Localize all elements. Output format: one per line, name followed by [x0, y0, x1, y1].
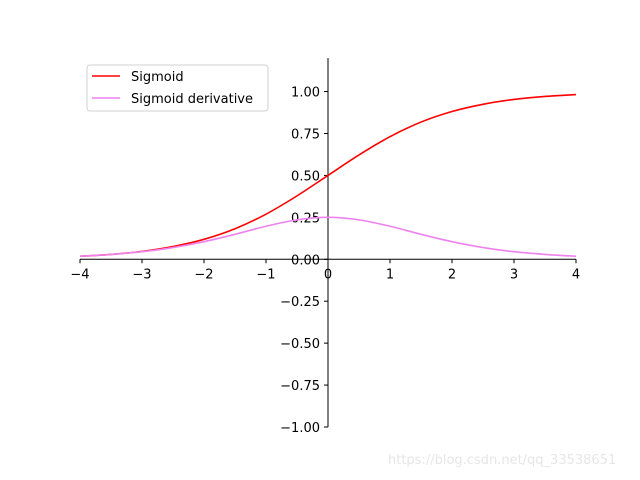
axes: −4 −3 −2 −1 0 1 2 3 41.000.750.500.250.00−0.25−0… — [70, 58, 580, 436]
series-layer — [79, 93, 577, 258]
x-tick-label: 0 — [324, 267, 332, 282]
x-tick-label: −3 — [132, 267, 151, 282]
x-tick-label: 3 — [510, 267, 518, 282]
y-tick-label: −0.75 — [280, 379, 320, 394]
x-tick-label: 2 — [448, 267, 456, 282]
y-tick-label: 0.00 — [291, 253, 320, 268]
y-tick-label: −0.25 — [280, 295, 320, 310]
x-tick-label: −2 — [194, 267, 213, 282]
legend-label: Sigmoid derivative — [131, 92, 253, 107]
x-tick-label: −1 — [256, 267, 275, 282]
x-tick-label: 4 — [572, 267, 580, 282]
x-tick-label: −4 — [70, 267, 89, 282]
legend: Sigmoid Sigmoid derivative — [86, 64, 269, 112]
x-tick-label: 1 — [386, 267, 394, 282]
y-tick-label: −1.00 — [280, 421, 320, 436]
watermark-text: https://blog.csdn.net/qq_33538651 — [388, 453, 617, 468]
series-line-sigmoid-derivative — [79, 216, 577, 258]
legend-label: Sigmoid — [131, 70, 184, 85]
y-tick-label: −0.50 — [280, 337, 320, 352]
y-tick-label: 1.00 — [291, 86, 320, 101]
legend-box — [86, 64, 269, 112]
y-tick-label: 0.75 — [291, 127, 320, 142]
y-tick-label: 0.50 — [291, 169, 320, 184]
